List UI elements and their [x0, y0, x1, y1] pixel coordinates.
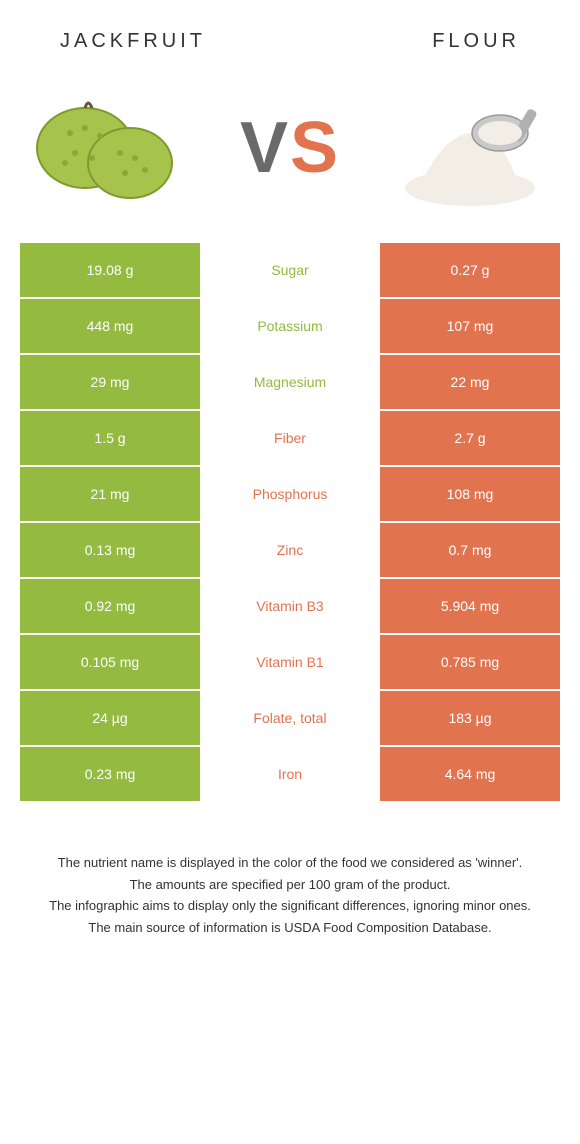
- left-value: 19.08 g: [20, 243, 200, 297]
- right-value: 0.7 mg: [380, 523, 560, 577]
- footnotes: The nutrient name is displayed in the co…: [0, 803, 580, 937]
- hero-row: VS: [0, 63, 580, 243]
- table-row: 21 mgPhosphorus108 mg: [20, 467, 560, 521]
- footnote-line: The main source of information is USDA F…: [30, 918, 550, 938]
- table-row: 19.08 gSugar0.27 g: [20, 243, 560, 297]
- footnote-line: The infographic aims to display only the…: [30, 896, 550, 916]
- right-value: 2.7 g: [380, 411, 560, 465]
- header: Jackfruit Flour: [0, 0, 580, 63]
- table-row: 24 µgFolate, total183 µg: [20, 691, 560, 745]
- left-value: 0.105 mg: [20, 635, 200, 689]
- right-value: 22 mg: [380, 355, 560, 409]
- jackfruit-image: [30, 78, 190, 218]
- table-row: 29 mgMagnesium22 mg: [20, 355, 560, 409]
- right-value: 5.904 mg: [380, 579, 560, 633]
- table-row: 0.105 mgVitamin B10.785 mg: [20, 635, 560, 689]
- food-title-left: Jackfruit: [60, 30, 206, 53]
- nutrient-name: Zinc: [200, 523, 380, 577]
- footnote-line: The amounts are specified per 100 gram o…: [30, 875, 550, 895]
- left-value: 29 mg: [20, 355, 200, 409]
- food-title-right: Flour: [432, 30, 520, 53]
- nutrient-name: Sugar: [200, 243, 380, 297]
- right-value: 0.785 mg: [380, 635, 560, 689]
- table-row: 0.92 mgVitamin B35.904 mg: [20, 579, 560, 633]
- table-row: 0.13 mgZinc0.7 mg: [20, 523, 560, 577]
- left-value: 0.92 mg: [20, 579, 200, 633]
- table-row: 0.23 mgIron4.64 mg: [20, 747, 560, 801]
- right-value: 183 µg: [380, 691, 560, 745]
- table-row: 1.5 gFiber2.7 g: [20, 411, 560, 465]
- nutrient-name: Phosphorus: [200, 467, 380, 521]
- vs-label: VS: [240, 107, 340, 189]
- left-value: 0.23 mg: [20, 747, 200, 801]
- right-value: 108 mg: [380, 467, 560, 521]
- nutrient-name: Folate, total: [200, 691, 380, 745]
- left-value: 24 µg: [20, 691, 200, 745]
- left-value: 1.5 g: [20, 411, 200, 465]
- left-value: 448 mg: [20, 299, 200, 353]
- table-row: 448 mgPotassium107 mg: [20, 299, 560, 353]
- nutrient-table: 19.08 gSugar0.27 g448 mgPotassium107 mg2…: [20, 243, 560, 801]
- nutrient-name: Iron: [200, 747, 380, 801]
- left-value: 0.13 mg: [20, 523, 200, 577]
- right-value: 4.64 mg: [380, 747, 560, 801]
- nutrient-name: Vitamin B3: [200, 579, 380, 633]
- vs-s: S: [290, 108, 340, 188]
- right-value: 107 mg: [380, 299, 560, 353]
- nutrient-name: Vitamin B1: [200, 635, 380, 689]
- flour-image: [390, 78, 550, 218]
- left-value: 21 mg: [20, 467, 200, 521]
- nutrient-name: Magnesium: [200, 355, 380, 409]
- nutrient-name: Fiber: [200, 411, 380, 465]
- vs-v: V: [240, 108, 290, 188]
- nutrient-name: Potassium: [200, 299, 380, 353]
- footnote-line: The nutrient name is displayed in the co…: [30, 853, 550, 873]
- right-value: 0.27 g: [380, 243, 560, 297]
